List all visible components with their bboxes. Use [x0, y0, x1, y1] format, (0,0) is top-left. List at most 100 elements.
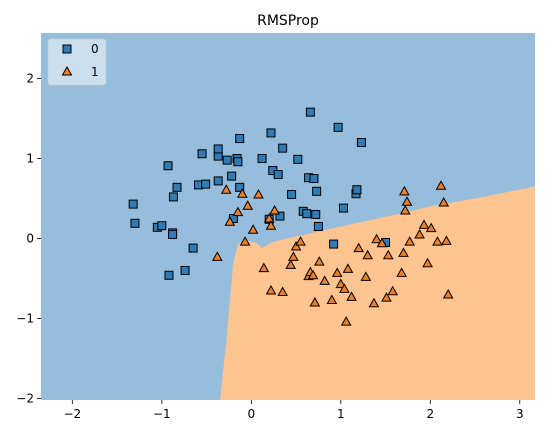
legend-label-1: 1: [91, 65, 99, 79]
data-point-class-0: [164, 270, 174, 280]
data-point-class-1: [432, 236, 443, 246]
x-tick-label: 0: [247, 407, 255, 421]
data-point-class-0: [293, 154, 303, 164]
x-tick-label: −2: [63, 407, 81, 421]
data-point-class-1: [435, 180, 447, 190]
x-tick-label: 1: [337, 407, 345, 421]
data-point-class-1: [309, 296, 321, 307]
data-point-class-1: [414, 228, 425, 239]
data-point-class-1: [382, 249, 394, 260]
data-point-class-1: [265, 220, 277, 230]
data-point-class-1: [239, 236, 251, 246]
data-point-class-1: [263, 212, 275, 223]
points-layer: [128, 107, 454, 326]
data-point-class-0: [311, 210, 321, 220]
data-point-class-0: [329, 239, 339, 249]
data-point-class-0: [287, 190, 297, 200]
legend: 0 1: [47, 38, 107, 86]
data-point-class-1: [224, 216, 236, 226]
data-point-class-1: [360, 271, 372, 281]
data-point-class-1: [442, 288, 454, 299]
data-point-class-0: [180, 265, 190, 275]
data-point-class-1: [376, 237, 388, 248]
data-point-class-1: [331, 267, 343, 277]
plot-area: [41, 33, 535, 400]
data-point-class-1: [396, 267, 408, 277]
data-point-class-0: [235, 134, 245, 144]
data-point-class-0: [275, 211, 285, 221]
legend-label-0: 0: [91, 42, 99, 56]
data-point-class-0: [309, 174, 319, 184]
data-point-class-1: [404, 236, 416, 246]
data-point-class-1: [362, 249, 374, 260]
data-point-class-1: [242, 200, 254, 210]
data-point-class-0: [168, 192, 178, 202]
x-tick-label: −1: [153, 407, 171, 421]
data-point-class-0: [273, 170, 283, 180]
data-point-class-0: [163, 161, 173, 171]
data-point-class-0: [227, 171, 237, 181]
data-point-class-0: [188, 243, 198, 253]
data-point-class-0: [197, 149, 207, 159]
data-point-class-1: [295, 236, 306, 246]
data-point-class-0: [222, 155, 232, 165]
data-point-class-1: [335, 278, 347, 289]
y-tick-label: −2: [16, 391, 34, 405]
data-point-class-1: [340, 316, 352, 326]
data-point-class-0: [201, 179, 211, 189]
data-point-class-0: [356, 138, 366, 148]
data-point-class-1: [247, 224, 259, 234]
data-point-class-1: [398, 247, 409, 257]
y-tick-label: 2: [26, 72, 34, 86]
y-tick-label: 0: [26, 231, 34, 245]
data-point-class-1: [381, 292, 392, 302]
data-point-class-1: [371, 233, 382, 244]
data-point-class-1: [401, 196, 413, 206]
data-point-class-0: [302, 209, 312, 219]
data-point-class-1: [288, 251, 299, 261]
data-point-class-0: [338, 203, 348, 213]
data-point-class-1: [398, 185, 410, 196]
legend-marker-square: [62, 44, 72, 54]
data-point-class-0: [313, 221, 323, 231]
data-point-class-1: [232, 206, 244, 217]
data-point-class-1: [353, 242, 365, 253]
data-point-class-1: [339, 283, 350, 293]
data-point-class-1: [290, 240, 302, 251]
data-point-class-1: [399, 204, 411, 215]
chart-title: RMSProp: [257, 13, 319, 29]
data-point-class-1: [258, 262, 270, 273]
data-point-class-1: [418, 219, 430, 229]
data-point-class-1: [422, 257, 433, 268]
x-tick-label: 3: [516, 407, 524, 421]
data-point-class-1: [253, 188, 264, 199]
data-point-class-0: [312, 186, 322, 196]
data-point-class-1: [441, 235, 452, 245]
data-point-class-1: [425, 222, 437, 233]
data-point-class-1: [387, 285, 399, 296]
data-point-class-0: [168, 229, 178, 239]
data-point-class-1: [342, 263, 354, 273]
data-point-class-0: [257, 154, 267, 164]
data-point-class-0: [333, 122, 343, 132]
data-point-class-1: [346, 291, 357, 301]
data-point-class-0: [235, 182, 245, 192]
data-point-class-1: [277, 286, 288, 297]
data-point-class-0: [213, 176, 223, 186]
data-point-class-0: [172, 182, 182, 192]
data-point-class-1: [220, 184, 232, 194]
data-point-class-0: [233, 157, 243, 167]
x-tick-label: 2: [426, 407, 434, 421]
data-point-class-0: [157, 221, 167, 231]
legend-marker-triangle: [61, 65, 73, 76]
data-point-class-1: [438, 196, 450, 207]
data-point-class-0: [266, 128, 276, 138]
y-tick-label: 1: [26, 152, 34, 166]
data-point-class-1: [326, 294, 338, 305]
data-point-class-1: [313, 256, 325, 266]
data-point-class-1: [269, 204, 280, 215]
data-point-class-1: [319, 275, 331, 285]
data-point-class-0: [305, 107, 315, 117]
data-point-class-0: [128, 199, 138, 209]
